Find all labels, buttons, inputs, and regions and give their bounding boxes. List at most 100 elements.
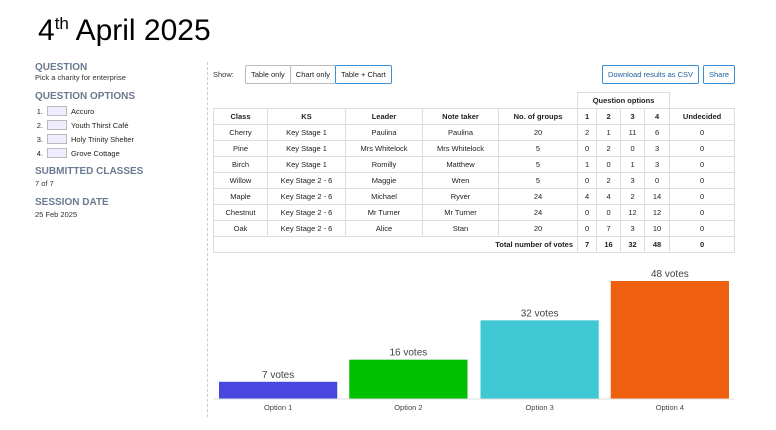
- table-cell: Key Stage 1: [267, 156, 346, 173]
- option-logo: [47, 134, 67, 144]
- table-cell: 20: [497, 124, 579, 141]
- table-cell: 0: [596, 156, 622, 173]
- option-name: Holy Trinity Shelter: [71, 134, 134, 144]
- classes-text: 7 of 7: [35, 179, 54, 188]
- table-cell: 5: [497, 156, 579, 173]
- table-cell: 12: [644, 204, 671, 221]
- blank-cell: [670, 93, 735, 109]
- table-cell: 0: [620, 140, 646, 157]
- table-cell: 7: [596, 220, 622, 237]
- x-tick-label: Option 4: [656, 403, 684, 412]
- option-name: Youth Thirst Café: [71, 120, 129, 130]
- option-number: 2.: [36, 120, 43, 130]
- divider: [207, 62, 208, 417]
- table-cell: 11: [620, 124, 646, 141]
- table-row: Pine Key Stage 1 Mrs Whitelock Mrs Whiteloc…: [213, 140, 736, 157]
- table-cell: 1: [577, 156, 598, 173]
- table-cell: Alice: [345, 220, 423, 237]
- table-cell: Willow: [213, 172, 268, 189]
- table-cell: Wren: [422, 172, 499, 189]
- table-cell: 5: [497, 172, 579, 189]
- view-button[interactable]: Chart only: [289, 65, 336, 84]
- table-row: Oak Key Stage 2 - 6 Alice Stan 20 0 7 3 10 0: [213, 220, 736, 237]
- option-item: 4. Grove Cottage: [35, 146, 200, 160]
- bar: [480, 320, 599, 399]
- bar: [349, 359, 468, 399]
- table-cell: 0: [577, 140, 598, 157]
- table-cell: 1: [596, 124, 622, 141]
- group-header: Question options: [577, 92, 671, 109]
- table-cell: 2: [620, 188, 646, 205]
- bar: [219, 381, 338, 399]
- section-heading: QUESTION OPTIONS: [35, 91, 136, 102]
- option-logo: [47, 120, 67, 130]
- table-cell: Pine: [213, 140, 268, 157]
- table-cell: Key Stage 2 - 6: [267, 204, 346, 221]
- column-header: Note taker: [422, 108, 499, 125]
- option-number: 4.: [36, 148, 43, 158]
- results-table: Question options Class KS Leader Note taker N…: [212, 92, 736, 253]
- x-tick-label: Option 2: [394, 403, 422, 412]
- option-item: 1. Accuro: [35, 104, 200, 118]
- table-cell: 3: [620, 220, 646, 237]
- table-cell: Maggie: [345, 172, 423, 189]
- table-row: Willow Key Stage 2 - 6 Maggie Wren 5 0 2 3 0 0: [213, 172, 736, 189]
- total-label: Total number of votes: [212, 236, 579, 253]
- option-list: 1. Accuro 2. Youth Thirst Café 3. Holy Trinit…: [35, 104, 200, 160]
- column-header: 4: [644, 108, 671, 125]
- option-number: 1.: [36, 106, 43, 116]
- table-cell: 20: [497, 220, 579, 237]
- download-button[interactable]: Download results as CSV: [602, 65, 700, 84]
- table-cell: Paulina: [422, 124, 499, 141]
- table-row: Maple Key Stage 2 - 6 Michael Ryver 24 4 4 2 14 0: [213, 188, 736, 205]
- section-heading: QUESTION: [35, 62, 88, 73]
- table-cell: Matthew: [422, 156, 499, 173]
- table-cell: 0: [669, 172, 736, 189]
- option-logo: [47, 148, 67, 158]
- total-cell: 0: [669, 236, 736, 253]
- column-header: Class: [213, 108, 268, 125]
- table-cell: 0: [669, 204, 736, 221]
- table-cell: Maple: [213, 188, 268, 205]
- table-cell: 0: [669, 156, 736, 173]
- table-cell: Key Stage 2 - 6: [267, 188, 346, 205]
- date-text: 25 Feb 2025: [35, 210, 78, 219]
- option-logo: [47, 106, 67, 116]
- total-cell: 7: [577, 236, 598, 253]
- table-cell: 6: [644, 124, 671, 141]
- view-button[interactable]: Table only: [245, 65, 291, 84]
- table-row: Chestnut Key Stage 2 - 6 Mr Turner Mr Turne…: [213, 204, 736, 221]
- x-tick-label: Option 1: [264, 403, 292, 412]
- option-number: 3.: [36, 134, 43, 144]
- table-cell: 3: [620, 172, 646, 189]
- table-cell: 14: [644, 188, 671, 205]
- table-cell: 0: [596, 204, 622, 221]
- table-cell: 2: [596, 172, 622, 189]
- title-day: 4: [38, 14, 55, 47]
- table-cell: Chestnut: [213, 204, 268, 221]
- table-cell: 0: [669, 188, 736, 205]
- show-label: Show:: [213, 70, 234, 79]
- header-row: Class KS Leader Note taker No. of groups 1 2 3 4…: [213, 108, 736, 125]
- option-item: 3. Holy Trinity Shelter: [35, 132, 200, 146]
- column-header: 2: [596, 108, 622, 125]
- table-cell: 2: [596, 140, 622, 157]
- view-button[interactable]: Table + Chart: [334, 65, 392, 84]
- table-cell: Ryver: [422, 188, 499, 205]
- table-cell: Cherry: [213, 124, 268, 141]
- share-button[interactable]: Share: [703, 65, 736, 84]
- column-header: No. of groups: [497, 108, 579, 125]
- table-cell: 4: [596, 188, 622, 205]
- table-cell: Mrs Whitelock: [422, 140, 499, 157]
- table-cell: Mrs Whitelock: [345, 140, 423, 157]
- table-cell: 24: [497, 204, 579, 221]
- chart: 7 votes Option 1 16 votes Option 2 32 votes O…: [213, 269, 734, 412]
- section-heading: SUBMITTED CLASSES: [35, 166, 144, 177]
- column-header: 3: [620, 108, 646, 125]
- table-cell: Paulina: [345, 124, 423, 141]
- table-cell: 1: [620, 156, 646, 173]
- table-cell: 24: [497, 188, 579, 205]
- table-cell: 4: [577, 188, 598, 205]
- table-cell: Key Stage 2 - 6: [267, 220, 346, 237]
